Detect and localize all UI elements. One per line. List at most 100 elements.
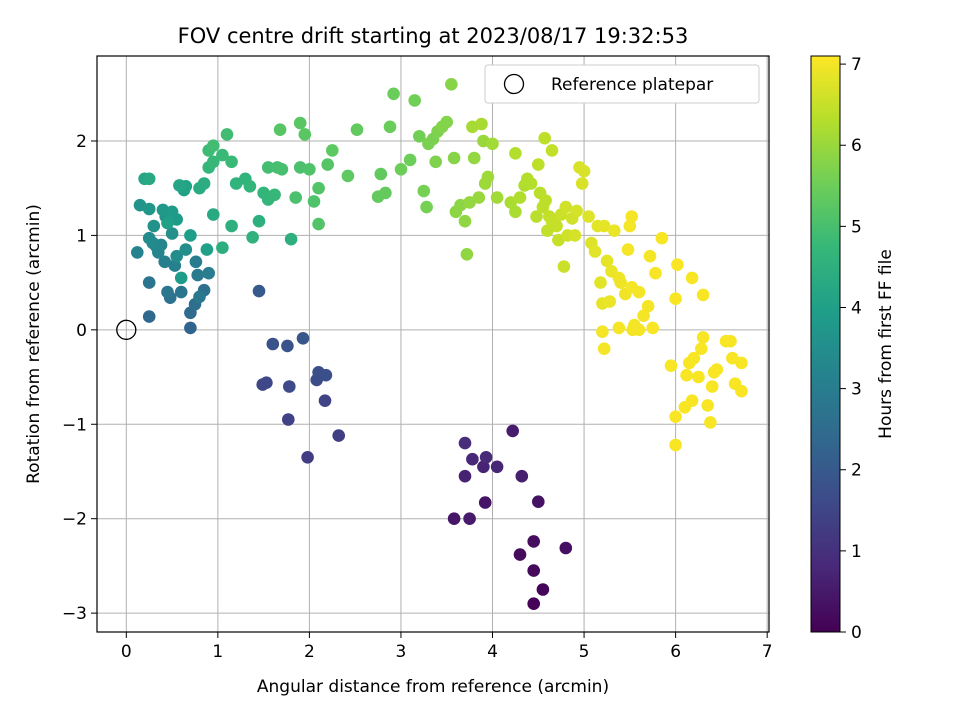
data-point (625, 210, 638, 223)
data-point (246, 231, 259, 244)
data-point (530, 210, 543, 223)
data-point (692, 370, 705, 384)
x-axis-ticks: 0 1 2 3 4 5 6 7 (121, 632, 773, 662)
chart-title: FOV centre drift starting at 2023/08/17 … (178, 24, 689, 48)
data-point (475, 117, 488, 131)
data-point (600, 254, 614, 268)
data-point (165, 227, 179, 240)
data-point (710, 363, 724, 376)
data-point (621, 243, 635, 256)
data-point (458, 469, 472, 483)
y-tick-label: 0 (76, 321, 87, 341)
data-point (685, 394, 699, 408)
data-point (527, 597, 540, 610)
data-point (724, 334, 737, 348)
data-point (174, 285, 188, 299)
data-point (282, 413, 295, 426)
data-point (161, 285, 174, 299)
x-tick-label: 0 (121, 642, 132, 662)
data-point (704, 416, 717, 429)
colorbar-label: Hours from first FF file (876, 249, 896, 439)
data-point (142, 172, 156, 186)
data-point (481, 170, 495, 184)
x-tick-label: 4 (487, 642, 498, 662)
reference-platepar-marker (116, 319, 137, 340)
data-point (447, 512, 461, 525)
data-point (293, 116, 307, 130)
data-point (695, 342, 708, 356)
data-point (202, 266, 215, 280)
data-point (486, 137, 499, 151)
data-point (413, 130, 426, 143)
data-point (539, 194, 552, 207)
colorbar-tick-label: 5 (851, 217, 862, 237)
data-point (303, 163, 316, 176)
colorbar-tick-label: 2 (851, 461, 862, 481)
plot-frame (96, 55, 770, 633)
data-point (490, 460, 504, 474)
colorbar-tick-label: 0 (851, 623, 862, 643)
data-point (326, 144, 339, 157)
data-point (312, 217, 325, 231)
data-point (184, 321, 197, 335)
x-tick-label: 7 (762, 642, 773, 662)
data-point (216, 241, 229, 254)
data-point (243, 180, 257, 193)
data-point (603, 295, 616, 308)
data-point (490, 191, 504, 204)
data-point (597, 219, 611, 233)
data-point (559, 541, 573, 555)
data-point (147, 219, 161, 233)
data-point (225, 155, 238, 169)
data-point (735, 356, 748, 370)
data-point (252, 214, 266, 228)
y-axis-label: Rotation from reference (arcmin) (24, 204, 44, 484)
x-tick-label: 3 (396, 642, 407, 662)
data-point (161, 216, 174, 230)
data-point (527, 535, 540, 548)
x-axis-label: Angular distance from reference (arcmin) (257, 677, 609, 697)
data-point (687, 351, 701, 365)
data-point (225, 219, 238, 233)
data-point (379, 186, 392, 200)
data-point (284, 232, 298, 246)
data-point (477, 460, 490, 474)
data-point (189, 255, 203, 269)
legend-label-reference: Reference platepar (551, 75, 713, 95)
data-point (513, 548, 527, 561)
y-tick-label: −2 (62, 510, 87, 530)
data-point (374, 167, 388, 181)
data-point (588, 245, 602, 258)
data-point (570, 204, 583, 218)
data-point (575, 177, 589, 190)
data-point (701, 399, 714, 412)
data-point (173, 179, 186, 192)
data-point (696, 288, 710, 302)
data-point (559, 200, 573, 214)
data-point (193, 290, 206, 304)
data-point (536, 583, 550, 596)
y-tick-label: −3 (62, 604, 87, 624)
data-point (268, 188, 281, 202)
data-point (557, 260, 571, 273)
data-point (429, 155, 443, 169)
data-point (307, 195, 321, 208)
data-point (532, 158, 545, 171)
data-point (170, 249, 183, 263)
data-point (614, 276, 627, 289)
data-point (168, 259, 182, 272)
data-point (479, 451, 493, 464)
data-point (332, 429, 346, 442)
data-point (417, 184, 431, 198)
data-point (341, 169, 355, 183)
data-point (445, 78, 458, 91)
data-point (524, 177, 538, 190)
data-point (179, 243, 193, 256)
data-point (197, 177, 211, 190)
data-point (142, 231, 156, 245)
data-point (207, 155, 220, 169)
data-point (696, 331, 710, 344)
legend-box (484, 64, 760, 104)
data-point (669, 410, 682, 424)
